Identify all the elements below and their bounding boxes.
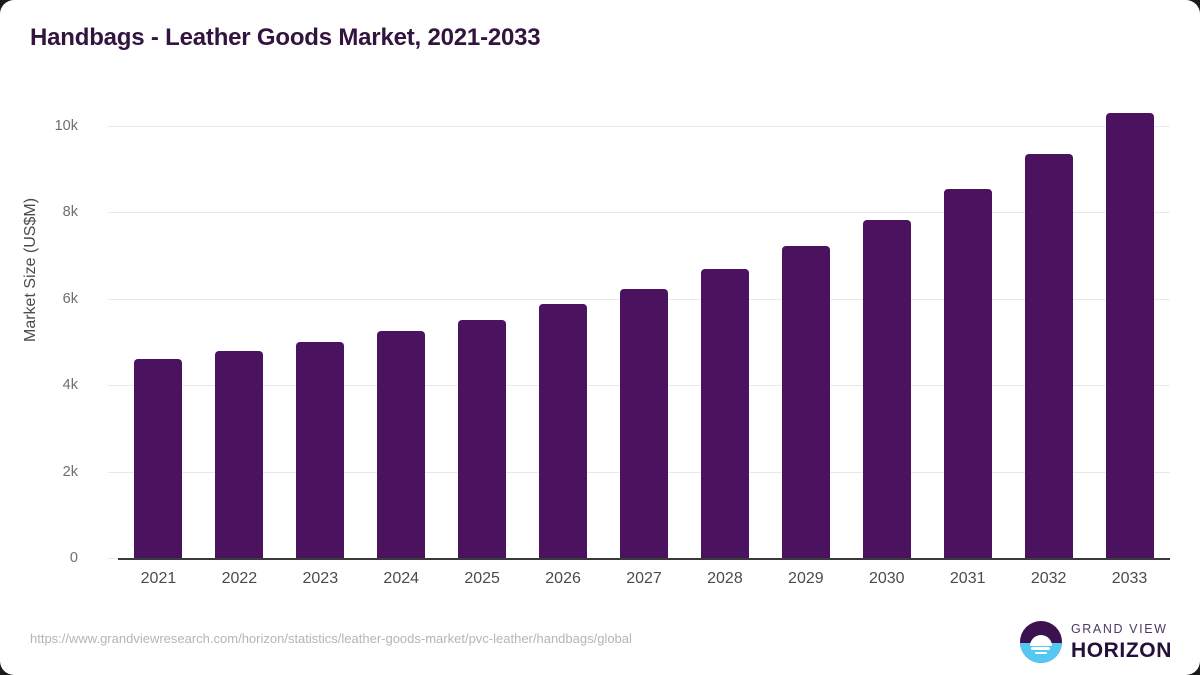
brand-logo[interactable]: GRAND VIEW HORIZON <box>1019 620 1172 664</box>
y-tick-mark <box>108 126 118 127</box>
bar[interactable] <box>1105 113 1154 558</box>
x-tick-label: 2031 <box>949 570 986 587</box>
bar[interactable] <box>539 304 588 558</box>
x-tick-label: 2028 <box>707 570 743 587</box>
y-tick-mark <box>108 385 118 387</box>
gridline <box>118 212 1170 214</box>
y-tick-mark <box>108 212 118 214</box>
bar[interactable] <box>377 331 426 558</box>
source-url[interactable]: https://www.grandviewresearch.com/horizo… <box>30 631 632 646</box>
x-tick-label: 2026 <box>545 570 581 587</box>
logo-ray-line-2 <box>1034 651 1047 655</box>
bar[interactable] <box>862 220 911 558</box>
bar[interactable] <box>1024 154 1073 558</box>
x-tick-label: 2029 <box>788 570 824 587</box>
y-tick-label: 4k <box>62 377 78 394</box>
page-title: Handbags - Leather Goods Market, 2021-20… <box>30 24 541 51</box>
x-axis-line <box>118 558 1170 560</box>
bar[interactable] <box>781 245 830 558</box>
sunrise-circle-icon <box>1019 621 1062 663</box>
gridline <box>118 126 1170 127</box>
x-tick-label: 2025 <box>464 570 500 587</box>
x-tick-label: 2024 <box>383 570 420 587</box>
x-tick-label: 2023 <box>302 570 339 587</box>
y-tick-mark <box>108 298 118 300</box>
bar[interactable] <box>134 359 183 558</box>
x-tick-label: 2033 <box>1111 570 1148 587</box>
bar[interactable] <box>215 350 264 558</box>
x-tick-label: 2021 <box>140 570 177 587</box>
y-tick-label: 0 <box>69 550 78 566</box>
y-tick-mark <box>108 471 118 473</box>
logo-ray-line-1 <box>1031 647 1051 651</box>
x-tick-label: 2022 <box>221 570 258 587</box>
x-tick-label: 2032 <box>1030 570 1067 587</box>
y-tick-label: 2k <box>62 463 78 480</box>
bar[interactable] <box>943 188 992 558</box>
y-tick-mark <box>108 558 118 559</box>
logo-horizon-text: HORIZON <box>1070 638 1172 662</box>
bar[interactable] <box>296 342 345 558</box>
plot-area: 0 2k 4k 6k 8k 10k <box>55 113 1170 566</box>
logo-grandview-text: GRAND VIEW <box>1070 622 1168 637</box>
bar[interactable] <box>620 289 668 558</box>
bar[interactable] <box>458 320 507 558</box>
y-tick-label: 8k <box>62 204 78 221</box>
x-tick-label: 2030 <box>868 570 905 587</box>
x-tick-label: 2027 <box>626 570 662 587</box>
y-tick-label: 6k <box>62 290 78 307</box>
bar[interactable] <box>700 268 749 558</box>
logo-text: GRAND VIEW HORIZON <box>1071 623 1172 661</box>
logo-dome-shape <box>1029 635 1052 647</box>
y-tick-label: 10k <box>54 118 78 134</box>
